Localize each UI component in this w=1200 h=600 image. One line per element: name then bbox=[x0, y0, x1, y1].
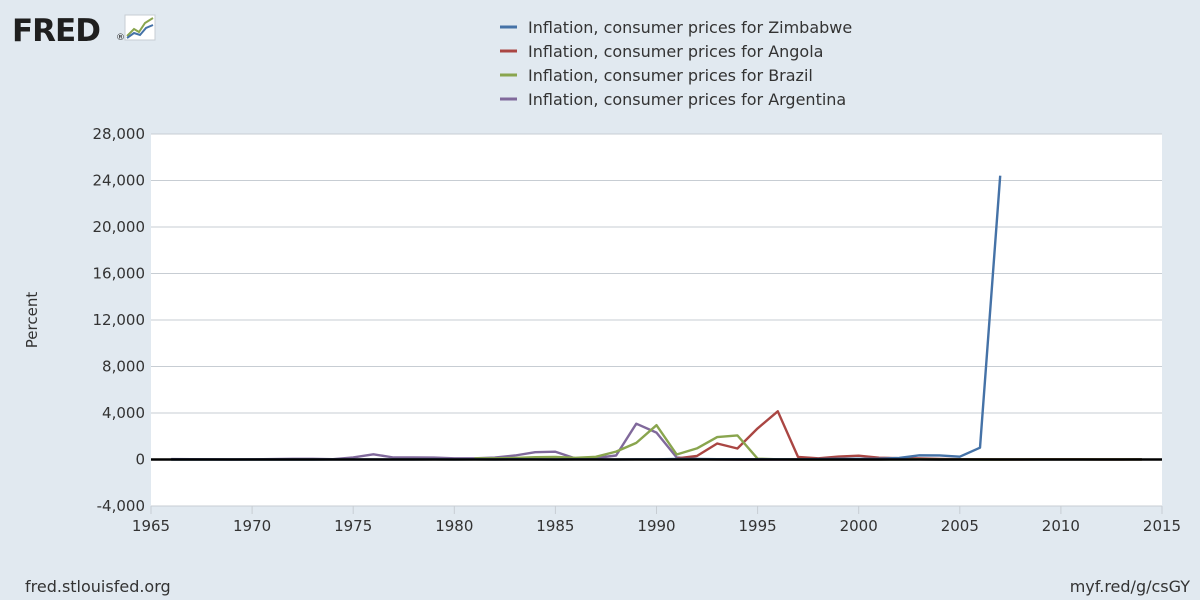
x-tick-label: 1970 bbox=[233, 517, 271, 535]
y-axis-title: Percent bbox=[23, 292, 41, 349]
y-axis: -4,000 0 4,000 8,000 12,000 16,000 20,000 24,00… bbox=[93, 125, 146, 515]
y-tick-label: 20,000 bbox=[93, 218, 146, 236]
short-url[interactable]: myf.red/g/csGY bbox=[1070, 577, 1191, 596]
x-tick-label: 1965 bbox=[132, 517, 170, 535]
y-tick-label: -4,000 bbox=[97, 497, 145, 515]
fred-logo-text: FRED bbox=[12, 13, 100, 49]
y-tick-label: 24,000 bbox=[93, 172, 146, 190]
x-axis: 1965 1970 1975 1980 1985 1990 1995 2000 2005 2010… bbox=[132, 505, 1181, 535]
legend-label: Inflation, consumer prices for Argentina bbox=[528, 90, 846, 109]
y-tick-label: 8,000 bbox=[102, 358, 145, 376]
x-tick-label: 1990 bbox=[637, 517, 675, 535]
y-tick-label: 28,000 bbox=[93, 125, 146, 143]
registered-mark: ® bbox=[116, 33, 125, 43]
legend-label: Inflation, consumer prices for Angola bbox=[528, 42, 823, 61]
source-url[interactable]: fred.stlouisfed.org bbox=[25, 577, 171, 596]
x-tick-label: 2015 bbox=[1143, 517, 1181, 535]
legend-item[interactable]: Inflation, consumer prices for Zimbabwe bbox=[500, 18, 852, 37]
legend-label: Inflation, consumer prices for Zimbabwe bbox=[528, 18, 852, 37]
legend-label: Inflation, consumer prices for Brazil bbox=[528, 66, 813, 85]
x-tick-label: 1985 bbox=[536, 517, 574, 535]
y-tick-label: 0 bbox=[135, 451, 145, 469]
y-tick-label: 12,000 bbox=[93, 311, 146, 329]
fred-logo[interactable]: FRED ® bbox=[12, 13, 156, 49]
y-tick-label: 16,000 bbox=[93, 265, 146, 283]
fred-logo-chart-icon bbox=[124, 14, 156, 41]
x-tick-label: 1995 bbox=[739, 517, 777, 535]
grid-lines bbox=[151, 133, 1162, 507]
y-tick-label: 4,000 bbox=[102, 404, 145, 422]
x-tick-label: 2010 bbox=[1042, 517, 1080, 535]
x-tick-label: 2005 bbox=[941, 517, 979, 535]
legend-item[interactable]: Inflation, consumer prices for Brazil bbox=[500, 66, 813, 85]
legend: Inflation, consumer prices for Zimbabwe I… bbox=[500, 18, 852, 109]
x-tick-label: 2000 bbox=[840, 517, 878, 535]
x-tick-label: 1980 bbox=[435, 517, 473, 535]
legend-item[interactable]: Inflation, consumer prices for Argentina bbox=[500, 90, 846, 109]
x-tick-label: 1975 bbox=[334, 517, 372, 535]
legend-item[interactable]: Inflation, consumer prices for Angola bbox=[500, 42, 823, 61]
